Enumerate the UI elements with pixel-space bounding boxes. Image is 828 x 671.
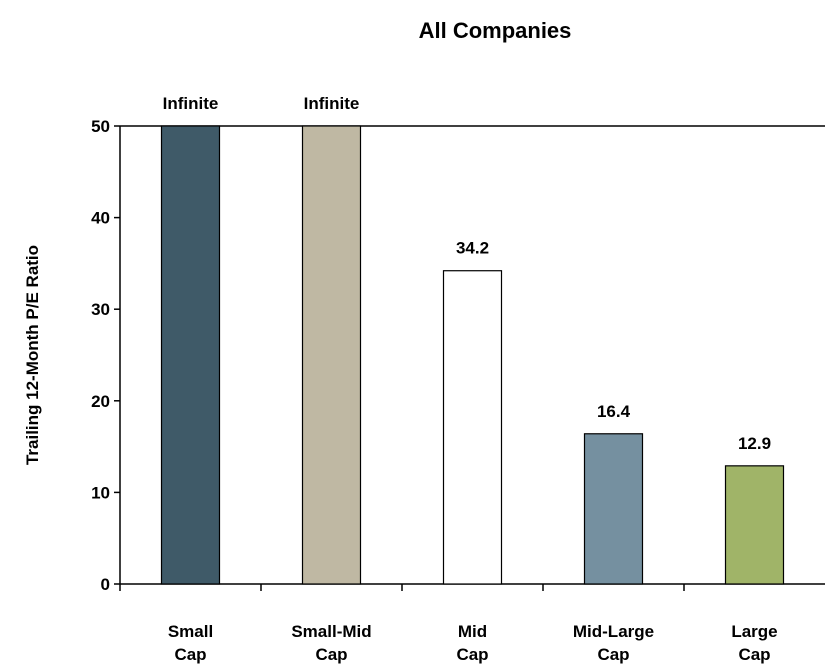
y-tick-label: 40 <box>91 209 110 228</box>
data-label: Infinite <box>304 94 360 113</box>
data-label: Infinite <box>163 94 219 113</box>
category-label: Large Cap <box>731 622 777 664</box>
category-label: Small-Mid Cap <box>291 622 371 664</box>
y-tick-label: 10 <box>91 483 110 502</box>
y-tick-label: 30 <box>91 300 110 319</box>
bar <box>301 125 362 585</box>
bar <box>583 433 644 585</box>
data-label: 34.2 <box>456 239 489 258</box>
category-label: Mid-Large Cap <box>573 622 654 664</box>
y-axis-ticks: 0 10 20 30 40 50 <box>91 117 120 594</box>
data-label: 12.9 <box>738 434 771 453</box>
category-label: Small Cap <box>168 622 213 664</box>
bars-group <box>160 125 785 585</box>
chart-title: All Companies <box>419 18 572 43</box>
y-axis-label: Trailing 12-Month P/E Ratio <box>23 245 42 465</box>
bar <box>442 270 503 585</box>
y-tick-label: 50 <box>91 117 110 136</box>
x-axis-ticks <box>119 584 685 591</box>
category-label: Mid Cap <box>456 622 488 664</box>
y-tick-label: 0 <box>101 575 110 594</box>
data-labels-group: Infinite Infinite 34.2 16.4 12.9 <box>163 94 771 453</box>
category-labels-group: Small Cap Small-Mid Cap Mid Cap Mid-Large Cap La… <box>168 622 778 664</box>
bar <box>160 125 221 585</box>
bar <box>724 465 785 585</box>
y-tick-label: 20 <box>91 392 110 411</box>
data-label: 16.4 <box>597 402 631 421</box>
